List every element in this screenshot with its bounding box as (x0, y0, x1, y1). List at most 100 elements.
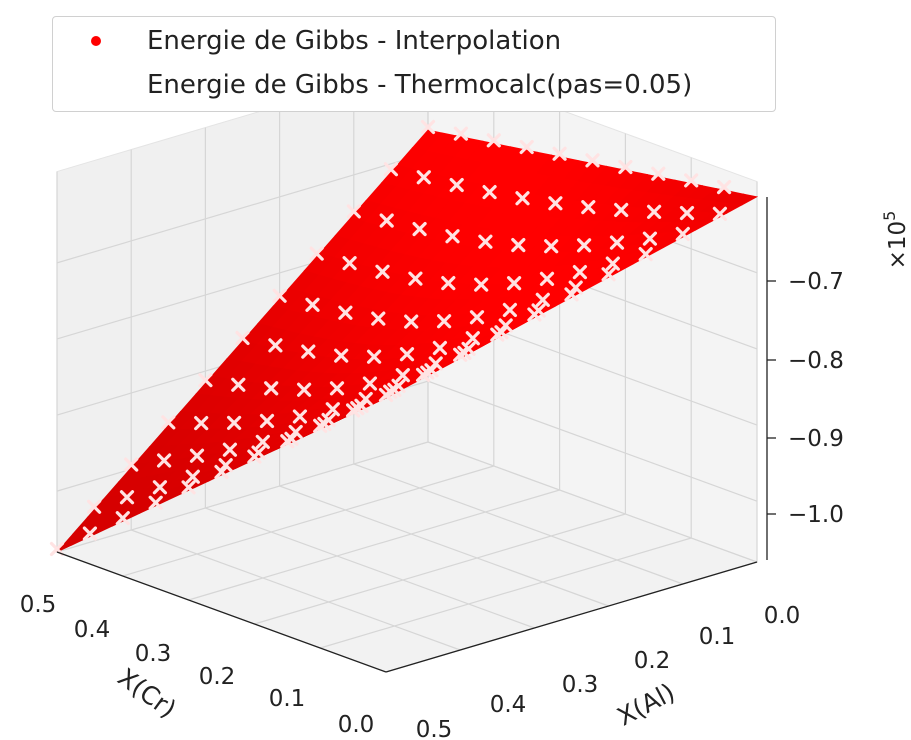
thermocalc-point (115, 511, 130, 526)
x-axis-label: X(Al) (612, 677, 679, 731)
thermocalc-point (255, 434, 270, 450)
thermocalc-point (329, 381, 345, 396)
grid-line (254, 513, 626, 625)
thermocalc-point (420, 119, 436, 135)
thermocalc-point (486, 133, 501, 148)
thermocalc-point (280, 434, 295, 449)
tick-labels: 0.5 0.4 0.3 0.2 0.1 0.0 0.0 0.1 0.2 0.3 0.4 0.5 −1.0… (20, 269, 844, 740)
z-offset-multiplier: ×10 (885, 221, 911, 270)
z-tick-label: −1.0 (788, 502, 844, 528)
thermocalc-point (646, 204, 662, 219)
x-tick-label: 0.2 (634, 648, 671, 674)
grid-line (427, 380, 758, 502)
thermocalc-point (404, 314, 419, 329)
thermocalc-point (297, 382, 312, 397)
y-tick-label: 0.4 (74, 617, 111, 643)
thermocalc-point (157, 453, 172, 468)
thermocalc-point (395, 368, 410, 383)
y-tick-label: 0.1 (269, 686, 306, 712)
thermocalc-point (601, 267, 616, 282)
thermocalc-point (264, 381, 279, 396)
thermocalc-point (679, 205, 695, 221)
thermocalc-point (161, 415, 176, 430)
thermocalc-point (292, 409, 307, 424)
thermocalc-point (716, 179, 732, 195)
thermocalc-point (527, 307, 542, 322)
axis-lines (56, 197, 776, 673)
x-tick-label: 0.0 (764, 603, 801, 629)
thermocalc-point (482, 185, 497, 200)
thermocalc-point (638, 247, 653, 262)
thermocalc-point (684, 173, 699, 188)
thermocalc-point (148, 495, 163, 510)
thermocalc-point (198, 373, 213, 388)
thermocalc-point (478, 234, 493, 249)
thermocalc-point (412, 221, 427, 237)
thermocalc-point (609, 235, 625, 250)
x-tick-label: 0.5 (416, 717, 453, 740)
y-tick-label: 0.5 (20, 592, 57, 618)
thermocalc-point (408, 271, 423, 286)
thermocalc-point (469, 310, 485, 325)
thermocalc-point (227, 415, 242, 431)
thermocalc-point (189, 448, 205, 463)
grid-line (205, 507, 535, 629)
thermocalc-point (214, 464, 229, 480)
thermocalc-point (346, 204, 361, 219)
thermocalc-point (614, 202, 629, 218)
thermocalc-point (502, 302, 518, 318)
thermocalc-point (416, 367, 431, 383)
grid-line (56, 441, 429, 553)
thermocalc-point (383, 162, 398, 177)
thermocalc-point (218, 458, 233, 473)
z-offset-exponent: 5 (880, 211, 899, 221)
grid-line (427, 441, 758, 563)
thermocalc-point (474, 277, 489, 292)
thermocalc-point (272, 288, 287, 303)
thermocalc-point (268, 338, 283, 353)
thermocalc-point (618, 159, 633, 175)
thermocalc-point (568, 280, 583, 295)
thermocalc-point (119, 490, 135, 505)
grid-line (279, 485, 609, 607)
thermocalc-point (445, 229, 460, 244)
thermocalc-point (642, 231, 658, 246)
grid-line (188, 489, 560, 601)
y-tick-label: 0.2 (199, 664, 236, 690)
z-tick-label: −0.7 (788, 269, 844, 295)
thermocalc-point (305, 297, 320, 312)
thermocalc-point (585, 153, 600, 168)
x-tick-label: 0.1 (699, 624, 736, 650)
thermocalc-point (346, 403, 361, 418)
thermocalc-point (437, 314, 452, 329)
thermocalc-point (342, 256, 357, 271)
thermocalc-point (82, 526, 98, 541)
thermocalc-point (86, 499, 102, 514)
grid-line (122, 465, 494, 577)
grid-line (353, 463, 684, 585)
thermocalc-point (334, 348, 349, 363)
thermocalc-point (325, 402, 340, 417)
thermocalc-point (301, 344, 316, 359)
y-axis-line (56, 551, 387, 673)
grid-line (320, 537, 692, 649)
thermocalc-point (490, 327, 505, 342)
thermocalc-point (507, 276, 522, 291)
thermocalc-point (441, 275, 456, 291)
thermocalc-point (313, 418, 328, 433)
thermocalc-point (548, 196, 563, 211)
red-dot-icon (91, 36, 101, 46)
thermocalc-point (572, 265, 588, 280)
y-axis-label: X(Cr) (112, 662, 181, 723)
thermocalc-point (544, 239, 559, 254)
thermocalc-point (222, 442, 237, 457)
thermocalc-point (362, 376, 377, 391)
z-offset-label: ×105 (880, 211, 911, 270)
thermocalc-point (379, 213, 394, 228)
thermocalc-point (338, 305, 353, 320)
legend-label-interpolation: Energie de Gibbs - Interpolation (147, 26, 562, 56)
thermocalc-point (375, 264, 390, 279)
thermocalc-point (453, 126, 468, 141)
x-tick-label: 0.4 (490, 692, 527, 718)
